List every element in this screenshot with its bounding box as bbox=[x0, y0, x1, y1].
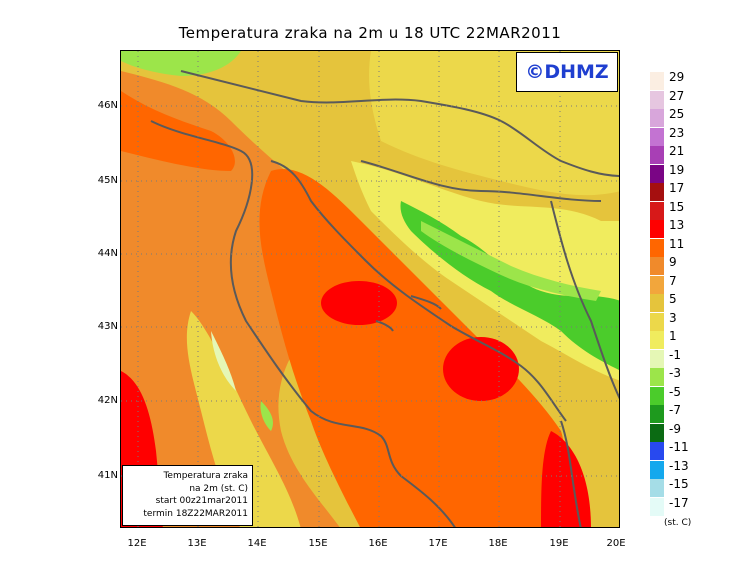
legend-swatch bbox=[650, 368, 664, 386]
legend-tick-label: 25 bbox=[669, 107, 685, 121]
balkan-cool-band bbox=[421, 221, 601, 301]
legend-swatch bbox=[650, 164, 664, 183]
lat-label-44n: 44N bbox=[97, 248, 118, 259]
legend-tick-label: 7 bbox=[669, 273, 677, 288]
legend-tick-label: 27 bbox=[669, 88, 685, 103]
italy-cool-patch-2 bbox=[260, 401, 273, 431]
legend-tick-label: -5 bbox=[669, 384, 681, 399]
legend-swatch bbox=[650, 331, 664, 349]
lat-label-42n: 42N bbox=[97, 395, 118, 406]
borders bbox=[150, 70, 619, 527]
croatian-coast bbox=[270, 160, 567, 422]
lat-label-46n: 46N bbox=[97, 100, 118, 111]
lat-label-45n: 45N bbox=[97, 175, 118, 186]
lon-label-17e: 17E bbox=[428, 538, 448, 549]
legend-tick-label: 23 bbox=[669, 125, 685, 140]
map-canvas bbox=[121, 51, 619, 527]
lat-label-43n: 43N bbox=[97, 321, 118, 332]
legend-swatch bbox=[650, 90, 664, 109]
legend-tick-label: 21 bbox=[669, 144, 685, 158]
legend-tick-label: 13 bbox=[669, 218, 685, 232]
info-box: Temperatura zraka na 2m (st. C) start 00… bbox=[122, 465, 253, 526]
legend-tick-label: 3 bbox=[669, 310, 677, 325]
legend-tick-label: 19 bbox=[669, 162, 685, 177]
legend-tick-label: 17 bbox=[669, 181, 685, 195]
info-line-1: Temperatura zraka bbox=[163, 471, 248, 481]
legend-tick-label: -3 bbox=[669, 366, 681, 380]
legend-tick-label: -17 bbox=[669, 495, 689, 510]
legend-swatch bbox=[650, 386, 664, 405]
lon-label-13e: 13E bbox=[187, 538, 207, 549]
legend-tick-label: -13 bbox=[669, 458, 689, 473]
lon-label-20e: 20E bbox=[606, 538, 626, 549]
hot-spot-ionian bbox=[541, 431, 591, 527]
hot-spot-south-adriatic bbox=[443, 337, 519, 401]
legend-tick-label: -1 bbox=[669, 347, 681, 362]
legend-swatch bbox=[650, 201, 664, 220]
lon-label-16e: 16E bbox=[368, 538, 388, 549]
lon-label-12e: 12E bbox=[127, 538, 147, 549]
legend-tick-label: 1 bbox=[669, 329, 677, 343]
legend-swatch bbox=[650, 442, 664, 460]
legend-swatch bbox=[650, 257, 664, 275]
temperature-map bbox=[120, 50, 620, 528]
legend-swatch bbox=[650, 405, 664, 423]
legend-swatch bbox=[650, 460, 664, 479]
inland-border-3 bbox=[500, 120, 619, 177]
legend-unit: (st. C) bbox=[664, 518, 692, 528]
legend-tick-label: 29 bbox=[669, 70, 685, 84]
lat-lon-grid bbox=[121, 51, 619, 527]
legend-tick-label: 11 bbox=[669, 236, 685, 251]
info-line-4: termin 18Z22MAR2011 bbox=[143, 508, 248, 519]
legend-swatch bbox=[650, 312, 664, 331]
legend-swatch bbox=[650, 109, 664, 127]
lon-label-15e: 15E bbox=[308, 538, 328, 549]
legend-swatch bbox=[650, 127, 664, 146]
legend-swatch bbox=[650, 349, 664, 368]
legend-swatch bbox=[650, 238, 664, 257]
legend-swatch bbox=[650, 72, 664, 90]
inland-border-1 bbox=[180, 70, 502, 122]
hot-spot-central-adriatic bbox=[321, 281, 397, 325]
alps-cool bbox=[121, 51, 241, 76]
legend-swatch bbox=[650, 497, 664, 516]
legend-tick-label: 9 bbox=[669, 255, 677, 269]
lat-label-41n: 41N bbox=[97, 470, 118, 481]
legend-swatch bbox=[650, 479, 664, 497]
dhmz-logo: ©DHMZ bbox=[516, 52, 618, 92]
legend-tick-label: -7 bbox=[669, 403, 681, 417]
legend-tick-label: -15 bbox=[669, 477, 689, 491]
lon-label-14e: 14E bbox=[247, 538, 267, 549]
albania-border bbox=[560, 420, 582, 527]
italy-cool-patch bbox=[211, 331, 236, 391]
lon-label-19e: 19E bbox=[549, 538, 569, 549]
legend-swatch bbox=[650, 423, 664, 442]
info-line-2: na 2m (st. C) bbox=[189, 483, 248, 494]
italy-mild-patch bbox=[186, 311, 301, 527]
legend-tick-label: -9 bbox=[669, 421, 681, 436]
italy-east-coast bbox=[150, 120, 456, 527]
legend-swatch bbox=[650, 220, 664, 238]
adriatic-sea bbox=[259, 169, 564, 527]
island-1 bbox=[410, 295, 442, 310]
legend-swatch bbox=[650, 146, 664, 164]
legend-swatch bbox=[650, 294, 664, 312]
legend-tick-label: 15 bbox=[669, 199, 685, 214]
info-line-3: start 00z21mar2011 bbox=[155, 496, 248, 506]
legend-swatch bbox=[650, 275, 664, 294]
inland-border-4 bbox=[550, 200, 619, 400]
island-2 bbox=[375, 320, 394, 332]
legend-swatch bbox=[650, 183, 664, 201]
legend-tick-label: 5 bbox=[669, 292, 677, 306]
map-title: Temperatura zraka na 2m u 18 UTC 22MAR20… bbox=[178, 24, 562, 42]
inland-border-2 bbox=[360, 160, 602, 202]
lon-label-18e: 18E bbox=[488, 538, 508, 549]
legend-tick-label: -11 bbox=[669, 440, 689, 454]
